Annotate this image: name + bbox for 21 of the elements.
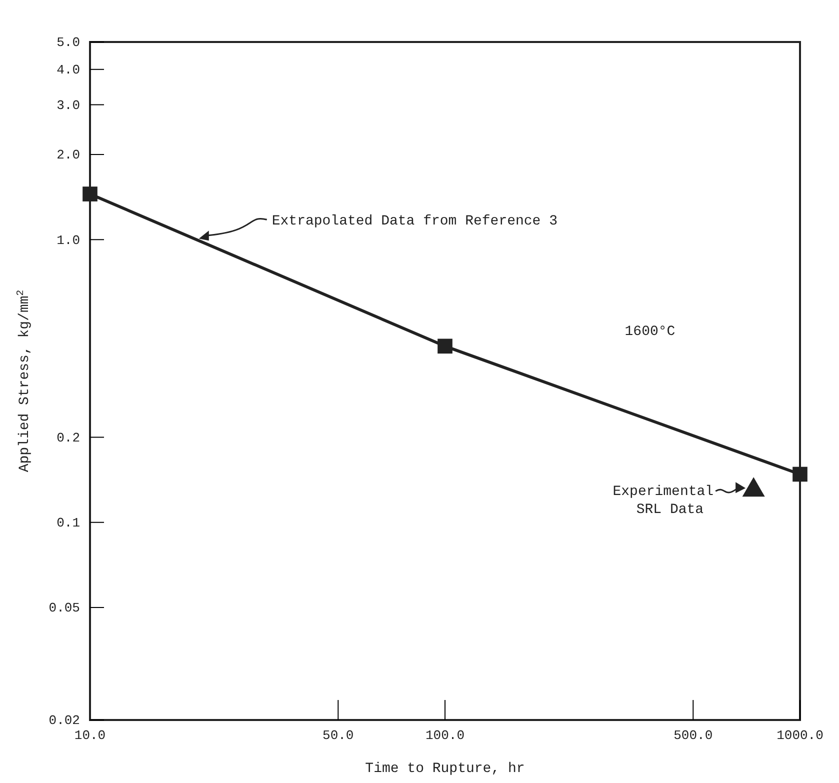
annotation: Extrapolated Data from Reference 3 — [272, 214, 558, 230]
x-tick-label: 100.0 — [425, 728, 465, 744]
y-tick-label: 2.0 — [56, 148, 80, 163]
x-tick-label: 1000.0 — [776, 728, 824, 744]
x-axis-title: Time to Rupture, hr — [365, 761, 525, 777]
x-tick-label: 10.0 — [74, 728, 106, 744]
y-tick-label: 3.0 — [56, 98, 80, 113]
y-tick-label: 1.0 — [56, 232, 80, 248]
annotation: 1600°C — [624, 324, 676, 340]
y-tick-label: 5.0 — [56, 35, 80, 50]
y-tick-label: 0.2 — [56, 430, 80, 446]
annotation: Experimental SRL Data — [612, 484, 714, 518]
y-tick-label: 0.05 — [48, 600, 80, 616]
x-tick-label: 50.0 — [322, 728, 354, 744]
point — [82, 186, 98, 202]
y-tick-label: 0.1 — [56, 516, 80, 531]
x-tick-label: 500.0 — [674, 728, 713, 744]
point — [792, 466, 808, 482]
point — [438, 338, 452, 354]
y-tick-label: 4.0 — [56, 62, 80, 78]
y-tick-label: 0.02 — [48, 713, 80, 728]
